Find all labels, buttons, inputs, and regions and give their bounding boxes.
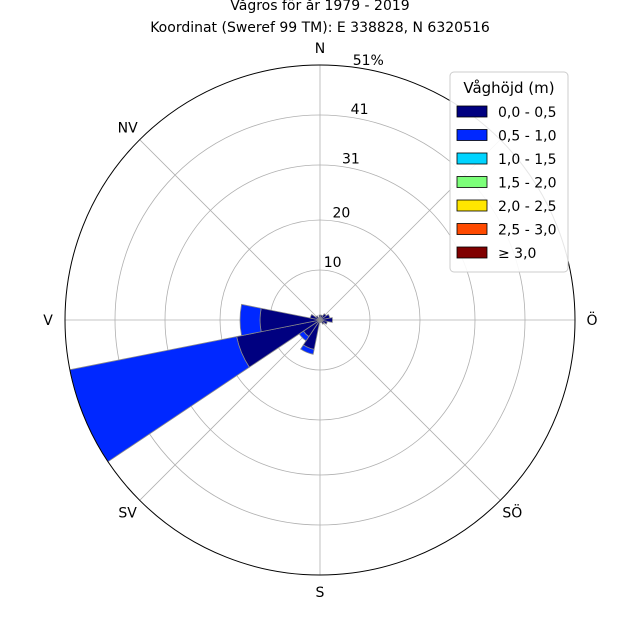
legend-swatch — [456, 246, 488, 259]
grid-spoke-SV — [139, 319, 321, 501]
direction-label: SV — [118, 505, 137, 521]
legend-label: 0,5 - 1,0 — [498, 129, 556, 145]
legend-swatch — [456, 129, 488, 141]
direction-label: NV — [118, 121, 138, 137]
legend-swatch — [456, 105, 488, 118]
legend: Våghöjd (m) 0,0 - 0,5 0,5 - 1,0 1,0 - 1,5 1,… — [449, 71, 569, 273]
legend-label: 1,0 - 1,5 — [498, 152, 556, 168]
radial-tick-label: 20 — [332, 206, 350, 222]
legend-label: 1,5 - 2,0 — [498, 176, 556, 192]
bar-sector-15-bin-0 — [318, 317, 321, 321]
legend-swatch — [456, 223, 488, 235]
bar-sector-9-bin-1 — [300, 344, 315, 355]
radial-tick-label: 41 — [351, 102, 369, 118]
direction-label: Ö — [586, 311, 597, 329]
grid-spoke-NV — [139, 139, 321, 321]
polar-grid — [65, 65, 575, 575]
grid-spoke-SÖ — [319, 319, 501, 501]
legend-swatch — [456, 199, 488, 212]
direction-label: N — [315, 41, 325, 57]
chart-subtitle: Koordinat (Sweref 99 TM): E 338828, N 63… — [150, 20, 490, 36]
legend-box — [449, 71, 569, 273]
legend-swatch — [456, 176, 488, 188]
direction-label: V — [43, 313, 53, 329]
legend-label: 0,0 - 0,5 — [498, 105, 556, 121]
direction-label: SÖ — [502, 503, 522, 521]
polar-labels: 10 20 31 41 51% N Ö SÖ S SV V NV — [43, 41, 597, 601]
direction-label: S — [316, 585, 325, 601]
legend-label: ≥ 3,0 — [498, 246, 536, 262]
legend-label: 2,5 - 3,0 — [498, 223, 556, 239]
legend-title: Våghöjd (m) — [463, 79, 554, 97]
bar-sector-4-bin-0 — [319, 317, 333, 323]
radial-tick-label: 31 — [342, 151, 360, 167]
radial-tick-label: 51% — [353, 53, 384, 69]
bar-sector-12-bin-1 — [239, 303, 262, 337]
chart-title: Vågros för år 1979 - 2019 — [230, 0, 410, 14]
radial-tick-label: 10 — [324, 255, 342, 271]
legend-swatch — [456, 152, 488, 165]
legend-label: 2,0 - 2,5 — [498, 199, 556, 215]
polar-outline — [64, 64, 576, 576]
polar-frame — [64, 64, 576, 576]
rose-bars — [69, 303, 333, 463]
